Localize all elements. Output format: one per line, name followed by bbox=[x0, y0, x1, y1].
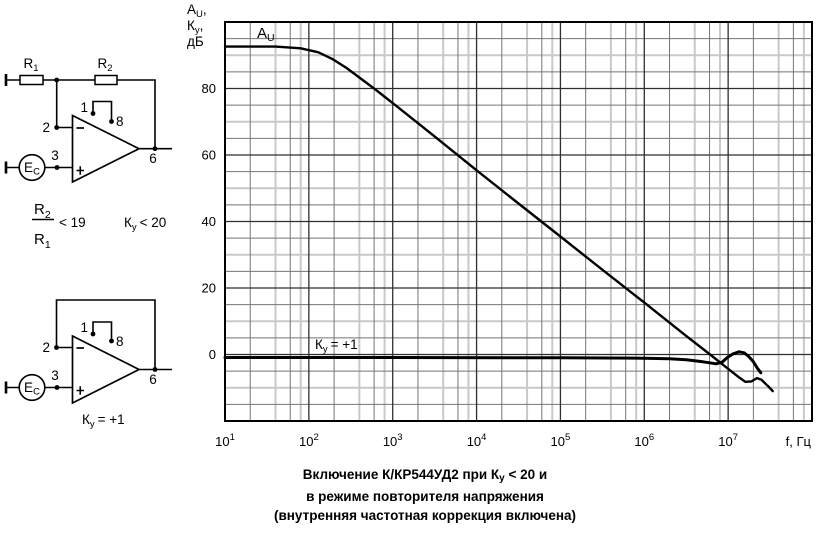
pin-label-3: 3 bbox=[51, 148, 59, 163]
chart-plot-border bbox=[224, 21, 813, 422]
fraction-numerator: R2 bbox=[34, 201, 51, 221]
x-tick-label: 106 bbox=[634, 432, 654, 449]
junction-dot bbox=[54, 345, 59, 350]
label-ec-1: EC bbox=[24, 160, 40, 178]
label-r1: R1 bbox=[23, 56, 38, 74]
label-ec-2: EC bbox=[24, 380, 40, 398]
y-axis-header-line1: AU, bbox=[187, 2, 207, 20]
y-axis-header: AU, Ку, дБ bbox=[187, 2, 207, 49]
pin-label-2: 2 bbox=[42, 340, 50, 355]
noninverting-input-mark-2 bbox=[76, 386, 84, 395]
y-tick-label: 0 bbox=[209, 347, 216, 362]
source-ec-circle-2 bbox=[18, 373, 46, 402]
junction-dots-1 bbox=[54, 77, 158, 170]
circuit-1-amplifier bbox=[4, 74, 172, 221]
pin-label-1: 1 bbox=[80, 100, 88, 115]
pin-label-8: 8 bbox=[116, 114, 124, 129]
curve-label-au: AU bbox=[257, 25, 275, 44]
junction-dot bbox=[54, 125, 60, 130]
resistor-r1 bbox=[19, 74, 44, 86]
source-ec-circle-1 bbox=[18, 153, 46, 182]
junction-dot bbox=[109, 338, 114, 344]
junction-dot bbox=[109, 119, 114, 124]
correction-jumper-1 bbox=[92, 100, 113, 122]
fraction-denominator: R1 bbox=[34, 231, 51, 251]
curve-ky-follower bbox=[223, 350, 763, 375]
pin-label-3: 3 bbox=[51, 368, 59, 383]
opamp-triangle-2 bbox=[71, 334, 141, 405]
x-tick-label: 107 bbox=[718, 432, 738, 449]
pin-label-1: 1 bbox=[80, 320, 88, 335]
resistor-r2 bbox=[94, 74, 118, 86]
circuit-1-labels: R1 R2 2 1 8 3 6 EC R2 R1 < 19 Ку < 20 bbox=[23, 56, 166, 251]
x-tick-label: 101 bbox=[215, 432, 235, 449]
fraction-comparison: < 19 bbox=[59, 215, 86, 230]
pin-label-8: 8 bbox=[116, 334, 124, 349]
curve-au-open-loop bbox=[223, 45, 774, 393]
noninverting-input-mark-1 bbox=[76, 166, 84, 175]
circuit-2-labels: 2 1 8 3 6 EC Ку = +1 bbox=[24, 320, 157, 430]
y-tick-label: 80 bbox=[202, 81, 216, 96]
figure-caption: Включение К/КР544УД2 при Ку < 20 и в реж… bbox=[150, 466, 700, 525]
junction-dot bbox=[90, 331, 96, 337]
pin-label-6: 6 bbox=[149, 151, 157, 166]
x-tick-label: 105 bbox=[551, 432, 571, 449]
chart-curves bbox=[223, 45, 774, 393]
y-tick-label: 20 bbox=[202, 281, 216, 296]
correction-jumper-2 bbox=[92, 321, 113, 341]
junction-dot bbox=[54, 385, 60, 390]
curve-label-ky: Ку = +1 bbox=[315, 337, 358, 355]
x-tick-label: 103 bbox=[383, 432, 403, 449]
x-tick-label: 102 bbox=[299, 432, 319, 449]
y-tick-label: 60 bbox=[202, 148, 216, 163]
chart-tick-labels: 80 60 40 20 0 101 102 103 104 105 106 107 f, Гц bbox=[202, 81, 812, 449]
caption-line-2: в режиме повторителя напряжения bbox=[306, 489, 544, 505]
gain-condition-1: Ку < 20 bbox=[124, 215, 166, 233]
junction-dot bbox=[152, 367, 158, 372]
caption-line-3: (внутренняя частотная коррекция включена… bbox=[273, 507, 577, 523]
x-axis-unit-label: f, Гц bbox=[786, 434, 812, 449]
caption-line-1: Включение К/КР544УД2 при Ку < 20 и bbox=[302, 467, 548, 484]
y-axis-header-line3: дБ bbox=[187, 34, 204, 49]
chart-grid-major bbox=[225, 22, 812, 421]
junction-dot bbox=[152, 146, 158, 152]
pin-label-6: 6 bbox=[149, 372, 157, 387]
junction-dot bbox=[54, 77, 60, 83]
opamp-triangle-1 bbox=[71, 114, 141, 184]
junction-dots-2 bbox=[54, 331, 158, 390]
gain-condition-2: Ку = +1 bbox=[82, 412, 125, 430]
x-tick-label: 104 bbox=[467, 432, 487, 449]
pin-label-2: 2 bbox=[42, 120, 50, 135]
y-axis-header-line2: Ку, bbox=[187, 18, 203, 36]
label-r2: R2 bbox=[97, 56, 112, 74]
junction-dot bbox=[54, 165, 60, 170]
y-tick-label: 40 bbox=[202, 214, 216, 229]
circuit-2-follower bbox=[4, 299, 172, 405]
junction-dot bbox=[90, 111, 96, 116]
